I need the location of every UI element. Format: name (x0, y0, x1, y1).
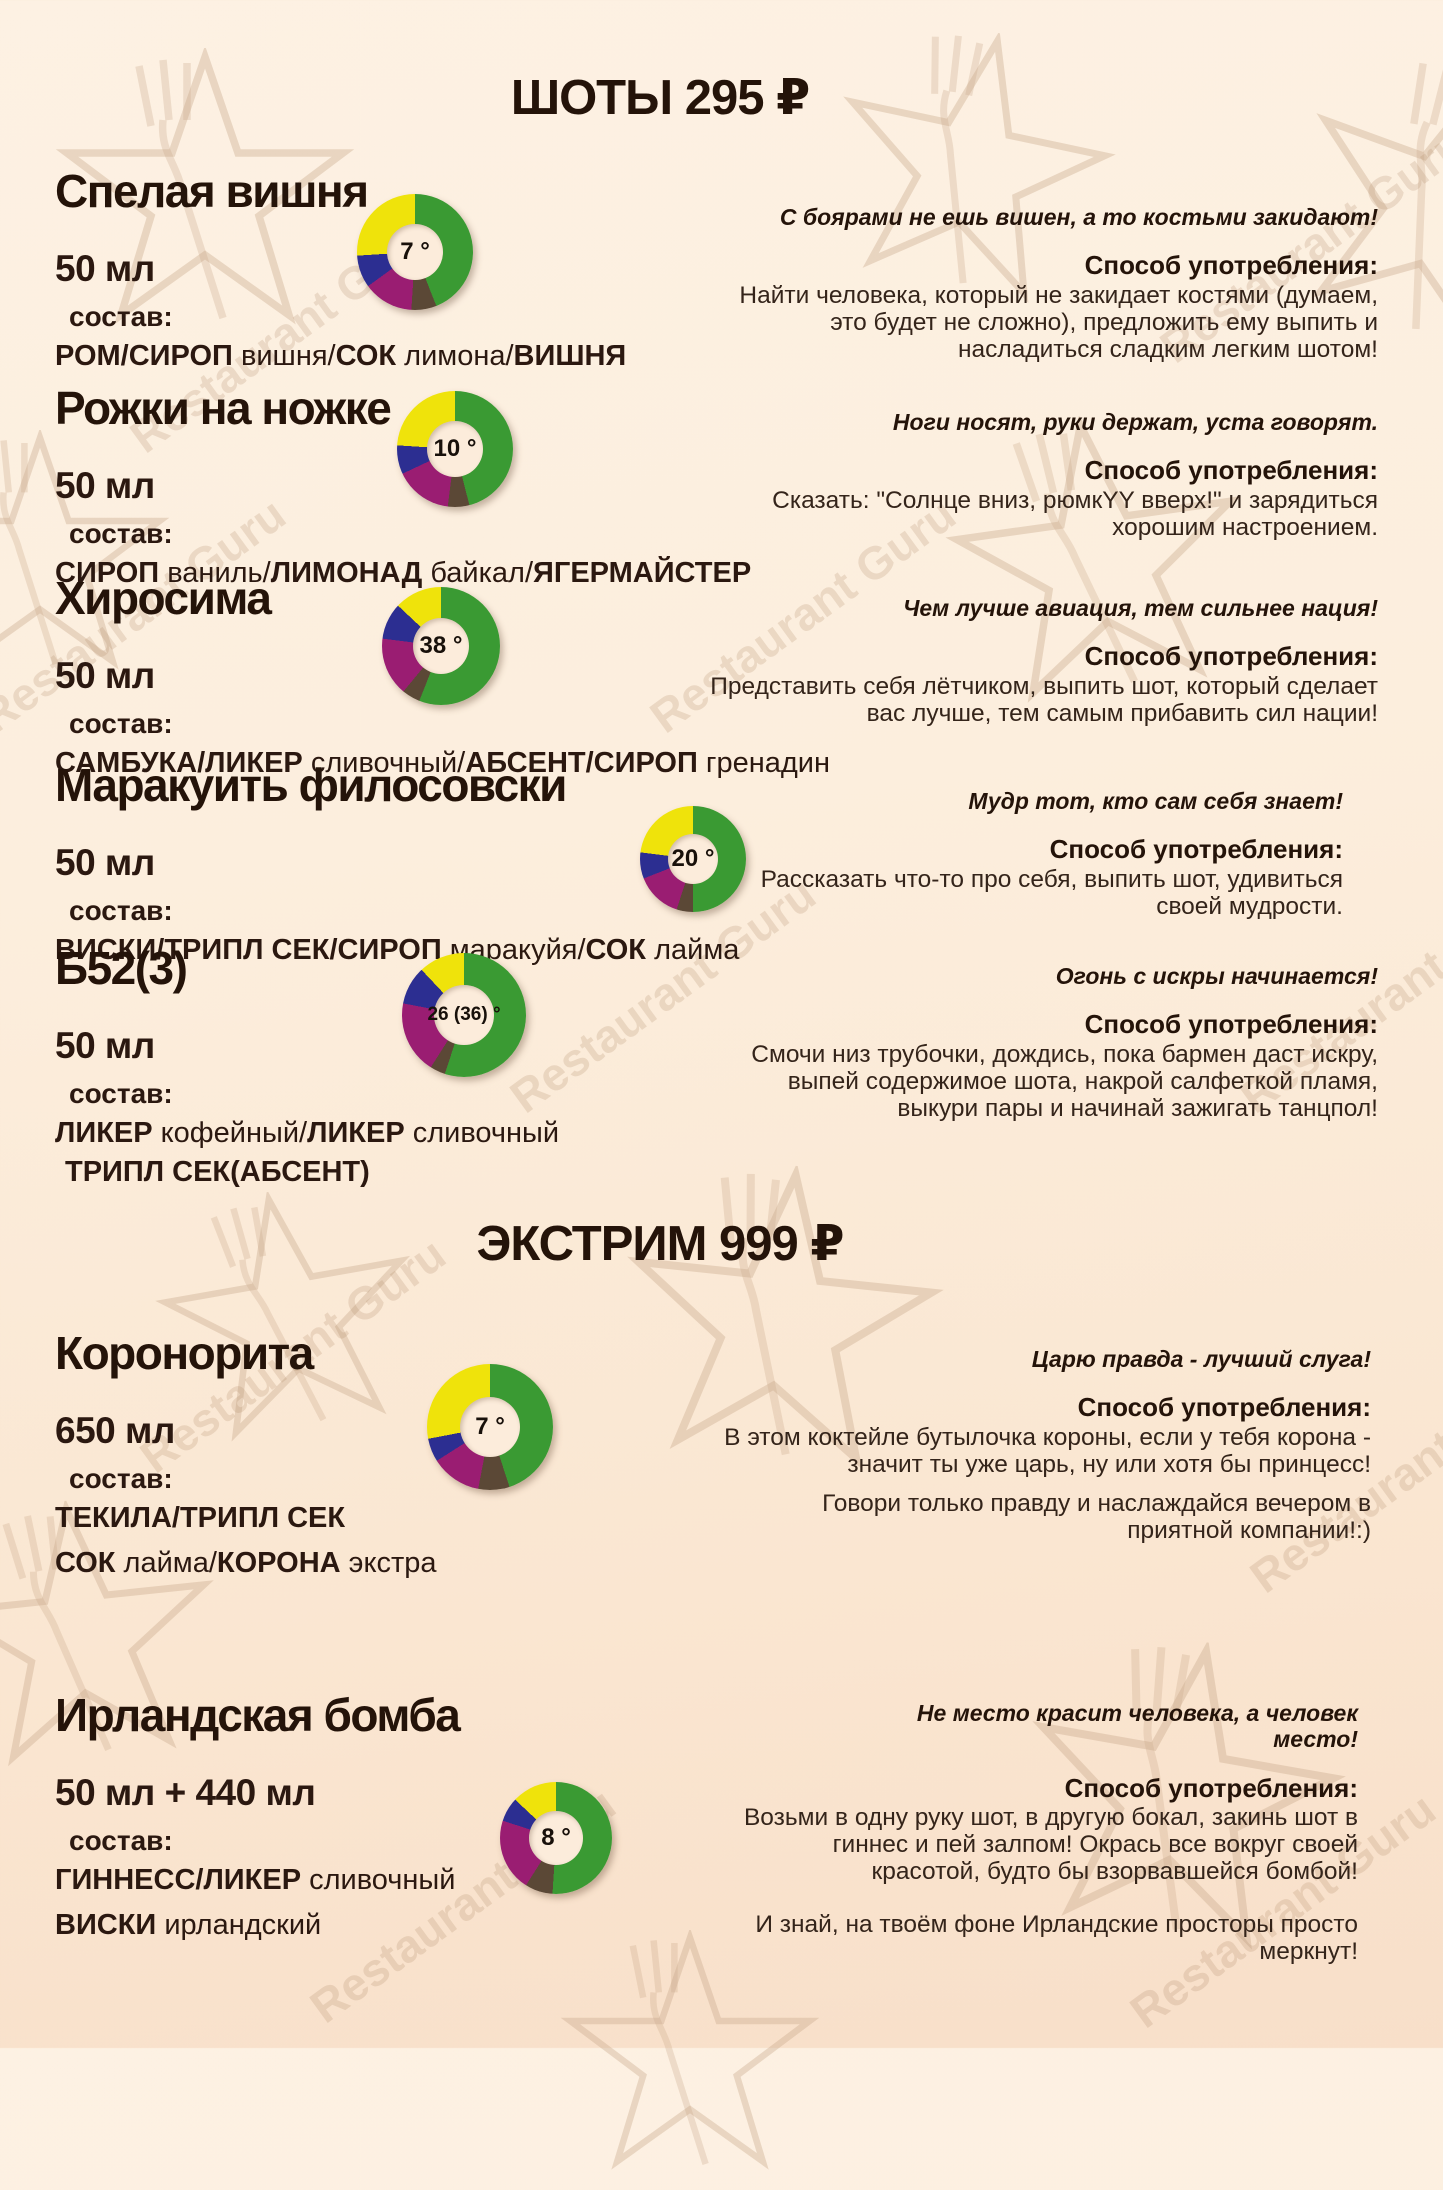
ingredients-line: ТРИПЛ СЕК(АБСЕНТ) (65, 1156, 370, 1189)
abv-donut: 8 ° (500, 1782, 612, 1894)
item-volume: 50 мл (55, 248, 155, 289)
method-text: Найти человека, который не закидает кост… (739, 281, 1378, 363)
ingredients-label: состав: (69, 708, 173, 739)
item-quote: С боярами не ешь вишен, а то костьми зак… (779, 204, 1378, 230)
item-name: Ирландская бомба (55, 1689, 461, 1741)
abv-degree: 26 (36) ° (427, 1004, 501, 1025)
item-volume: 50 мл (55, 655, 155, 696)
item-left: Хиросима 50 мл состав: САМБУКА/ЛИКЕР сли… (55, 575, 830, 783)
watermark-star-icon (560, 1930, 820, 2190)
ingredients-line: РОМ/СИРОП вишня/СОК лимона/ВИШНЯ (55, 340, 627, 372)
item-left: Маракуить филосовски 50 мл состав: ВИСКИ… (55, 762, 739, 970)
item-quote: Царю правда - лучший слуга! (1031, 1346, 1371, 1372)
item-volume: 50 мл (55, 842, 155, 883)
item-left: Ирландская бомба 50 мл + 440 мл состав: … (55, 1689, 461, 1945)
item-volume: 50 мл + 440 мл (55, 1772, 316, 1813)
section-title-extreme: ЭКСТРИМ 999 ₽ (476, 1217, 844, 1271)
abv-donut-hole: 7 ° (387, 224, 443, 280)
ingredients-label: состав: (69, 518, 173, 549)
section-title-shots: ШОТЫ 295 ₽ (510, 71, 810, 125)
method-text: Сказать: "Солнце вниз, рюмкYY вверх!" и … (772, 486, 1378, 541)
ingredients-label: состав: (69, 1825, 173, 1856)
method-text: Представить себя лётчиком, выпить шот, к… (710, 672, 1378, 727)
abv-donut: 38 ° (382, 587, 500, 705)
item-quote: Огонь с искры начинается! (1055, 963, 1378, 989)
item-name: Коронорита (55, 1327, 314, 1379)
abv-donut-hole: 38 ° (412, 617, 470, 675)
ingredients-line: ВИСКИ ирландский (55, 1909, 322, 1942)
ingredients-line: САМБУКА/ЛИКЕР сливочный/АБСЕНТ/СИРОП гре… (55, 747, 830, 779)
method-text: И знай, на твоём фоне Ирландские простор… (755, 1910, 1358, 1965)
ingredients-label: состав: (69, 1463, 173, 1494)
abv-degree: 10 ° (433, 435, 477, 462)
abv-donut-hole: 8 ° (529, 1811, 583, 1865)
item-quote: Мудр тот, кто сам себя знает! (968, 788, 1343, 814)
item-quote: Ноги носят, руки держат, уста говорят. (892, 409, 1378, 435)
ingredients-line: СИРОП ваниль/ЛИМОНАД байкал/ЯГЕРМАЙСТЕР (55, 557, 752, 589)
abv-donut: 7 ° (427, 1364, 553, 1490)
method-text: Рассказать что-то про себя, выпить шот, … (760, 865, 1343, 920)
ingredients-line: ЛИКЕР кофейный/ЛИКЕР сливочный (55, 1117, 560, 1149)
abv-donut: 20 ° (640, 806, 746, 912)
abv-donut: 10 ° (397, 391, 513, 507)
item-right: С боярами не ешь вишен, а то костьми зак… (728, 204, 1378, 364)
abv-donut-hole: 10 ° (427, 421, 483, 477)
abv-donut-hole: 20 ° (667, 833, 719, 885)
abv-degree: 20 ° (671, 845, 715, 872)
item-left: Коронорита 650 мл состав: ТЕКИЛА/ТРИПЛ С… (55, 1330, 437, 1583)
item-name: Хиросима (55, 572, 272, 624)
method-text: Возьми в одну руку шот, в другую бокал, … (743, 1804, 1358, 1886)
abv-degree: 38 ° (419, 632, 463, 659)
abv-degree: 7 ° (475, 1413, 505, 1440)
item-name: Рожки на ножке (55, 382, 392, 434)
abv-donut: 7 ° (357, 194, 473, 310)
item-name: Маракуить филосовски (55, 759, 567, 811)
item-right: Чем лучше авиация, тем сильнее нация! Сп… (698, 595, 1378, 728)
method-text: Говори только правду и наслаждайся вечер… (822, 1489, 1371, 1544)
item-quote: Не место красит человека, а человек мест… (916, 1700, 1358, 1753)
abv-donut-hole: 26 (36) ° (427, 985, 501, 1045)
item-right: Ноги носят, руки держат, уста говорят. С… (748, 409, 1378, 542)
method-text: Смочи низ трубочки, дождись, пока бармен… (751, 1040, 1378, 1122)
ingredients-label: состав: (69, 895, 173, 926)
method-label: Способ употребления: (1084, 455, 1378, 486)
abv-degree: 7 ° (400, 238, 430, 265)
ingredients-line: ГИННЕСС/ЛИКЕР сливочный (55, 1864, 456, 1896)
item-right: Царю правда - лучший слуга! Способ употр… (711, 1346, 1371, 1544)
method-text: В этом коктейле бутылочка короны, если у… (724, 1423, 1371, 1478)
item-right: Не место красит человека, а человек мест… (718, 1700, 1358, 1966)
method-label: Способ употребления: (1064, 1772, 1358, 1803)
abv-donut: 26 (36) ° (402, 953, 526, 1077)
method-label: Способ употребления: (1049, 834, 1343, 865)
item-left: Спелая вишня 50 мл состав: РОМ/СИРОП виш… (55, 168, 626, 376)
method-label: Способ употребления: (1077, 1392, 1371, 1423)
item-left: Б52(3) 50 мл состав: ЛИКЕР кофейный/ЛИКЕ… (55, 945, 559, 1192)
abv-donut-hole: 7 ° (459, 1396, 521, 1458)
ingredients-line: СОК лайма/КОРОНА экстра (55, 1547, 437, 1580)
ingredients-label: состав: (69, 301, 173, 332)
item-volume: 650 мл (55, 1410, 175, 1451)
item-right: Огонь с искры начинается! Способ употреб… (728, 963, 1378, 1123)
item-name: Спелая вишня (55, 165, 369, 217)
item-quote: Чем лучше авиация, тем сильнее нация! (903, 595, 1378, 621)
item-volume: 50 мл (55, 1025, 155, 1066)
item-right: Мудр тот, кто сам себя знает! Способ упо… (743, 788, 1343, 921)
item-left: Рожки на ножке 50 мл состав: СИРОП ванил… (55, 385, 751, 593)
ingredients-line: ТЕКИЛА/ТРИПЛ СЕК (55, 1502, 346, 1534)
item-name: Б52(3) (55, 942, 188, 994)
method-label: Способ употребления: (1084, 1009, 1378, 1040)
method-label: Способ употребления: (1084, 250, 1378, 281)
method-label: Способ употребления: (1084, 641, 1378, 672)
ingredients-label: состав: (69, 1078, 173, 1109)
item-volume: 50 мл (55, 465, 155, 506)
abv-degree: 8 ° (541, 1824, 571, 1851)
